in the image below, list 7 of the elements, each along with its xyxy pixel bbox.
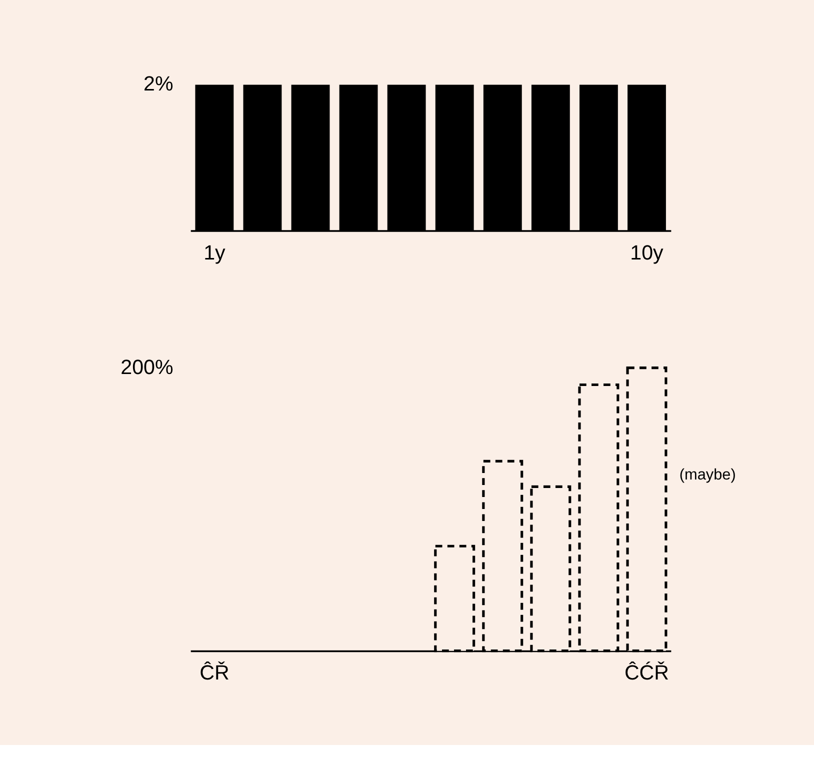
text: 2% (144, 72, 174, 96)
text: (maybe) (679, 466, 736, 484)
text: 200% (120, 356, 174, 379)
x-tick-label: 10y (630, 241, 664, 264)
x-tick-label: ĈĆŘ (624, 662, 670, 685)
x-tick-label: 1y (204, 241, 226, 264)
x-tick-label: ĈŘ (200, 662, 230, 685)
